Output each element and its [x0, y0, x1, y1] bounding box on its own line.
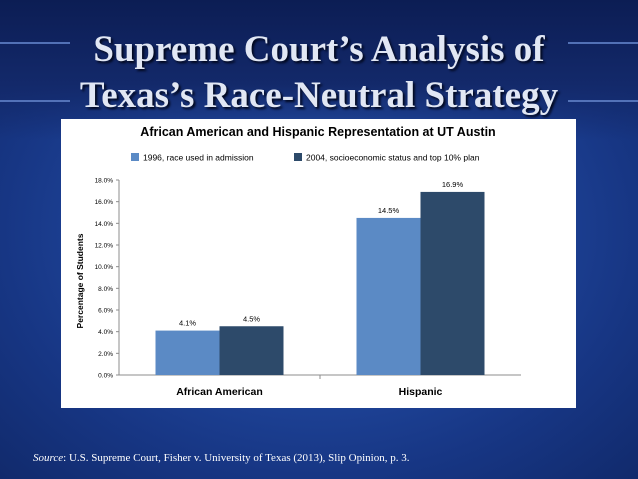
data-label: 4.5% [243, 314, 260, 323]
x-category-label: African American [176, 386, 263, 398]
legend-entry: 1996, race used in admission [143, 153, 254, 163]
y-tick-label: 14.0% [95, 221, 114, 228]
slide-title-line-1: Supreme Court’s Analysis of [93, 29, 545, 70]
title-rule-right-top [568, 42, 638, 44]
chart-legend: 1996, race used in admission 2004, socioe… [131, 153, 480, 163]
data-label: 14.5% [378, 206, 400, 215]
x-category-label: Hispanic [399, 386, 443, 398]
bar-chart: African American and Hispanic Representa… [75, 125, 521, 398]
y-tick-label: 18.0% [95, 178, 114, 185]
source-label: Source [33, 452, 64, 464]
bar [420, 191, 485, 375]
slide-title-line-2: Texas’s Race-Neutral Strategy [79, 75, 559, 116]
data-label: 4.1% [179, 319, 196, 328]
source-text: : U.S. Supreme Court, Fisher v. Universi… [63, 452, 410, 464]
title-rule-right-bottom [568, 100, 638, 102]
title-rule-left-top [0, 42, 70, 44]
y-tick-label: 12.0% [95, 243, 114, 250]
chart-panel: African American and Hispanic Representa… [61, 119, 576, 408]
y-tick-label: 2.0% [98, 351, 113, 358]
bar [356, 217, 421, 375]
chart-title: African American and Hispanic Representa… [140, 125, 495, 139]
y-tick-label: 0.0% [98, 373, 113, 380]
bar [219, 326, 284, 375]
y-tick-label: 6.0% [98, 308, 113, 315]
y-tick-label: 4.0% [98, 329, 113, 336]
y-tick-label: 8.0% [98, 286, 113, 293]
bar [155, 330, 220, 375]
y-axis-label: Percentage of Students [75, 233, 85, 328]
data-label: 16.9% [442, 180, 464, 189]
legend-swatch [131, 153, 139, 161]
source-note: Source: U.S. Supreme Court, Fisher v. Un… [33, 452, 409, 464]
y-tick-label: 16.0% [95, 199, 114, 206]
title-band [0, 0, 638, 140]
legend-entry: 2004, socioeconomic status and top 10% p… [306, 153, 480, 163]
legend-swatch [294, 153, 302, 161]
chart-bars: 4.1% 4.5% 14.5% 16.9% [155, 180, 485, 375]
title-rule-left-bottom [0, 100, 70, 102]
y-tick-label: 10.0% [95, 264, 114, 271]
